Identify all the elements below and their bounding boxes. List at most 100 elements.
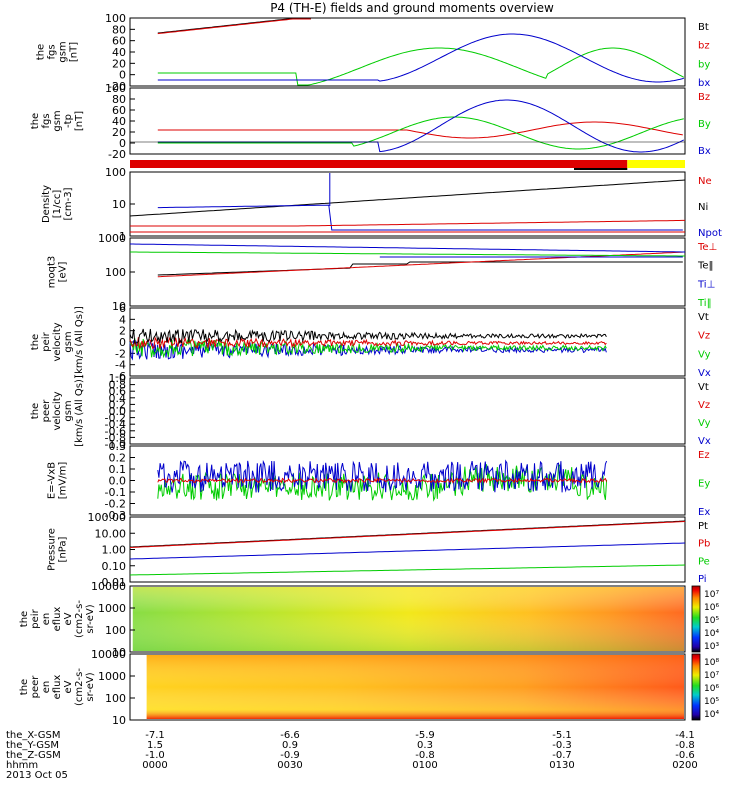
p5-ylabel: the [30, 334, 41, 350]
p8-ytick-label: 0.10 [102, 560, 127, 573]
p2-ytick-label: 60 [112, 104, 126, 117]
footer-value: 0000 [142, 760, 167, 771]
p2-series-by [157, 116, 684, 150]
p1-legend-Bt: Bt [698, 22, 709, 33]
p2-ytick-label: 40 [112, 115, 126, 128]
p5-ytick-label: 6 [119, 302, 126, 315]
p2-legend-Bz: Bz [698, 92, 710, 103]
p3-legend-Npot: Npot [698, 228, 722, 239]
p10-colorbar [691, 653, 701, 721]
p10-colorbar-label: 10⁴ [704, 710, 719, 720]
p9-frame [129, 585, 686, 653]
p8-series-pe [129, 564, 686, 576]
p7-legend-Ey: Ey [698, 479, 710, 490]
p7-series-ex [157, 459, 608, 493]
p10-ylabel: (cm2-s- [74, 668, 85, 706]
p10-ylabel: peer [30, 675, 41, 699]
p5-series-vz [129, 336, 607, 350]
p2-ylabel: the [30, 113, 41, 129]
p3-legend-Ne: Ne [698, 176, 712, 187]
footer-value: 0200 [672, 760, 697, 771]
footer-row-label: hhmm [6, 760, 38, 771]
p3-legend-Ni: Ni [698, 202, 708, 213]
p1-series-bt-red [157, 18, 311, 35]
p9-colorbar-label: 10⁴ [704, 629, 719, 639]
p8-ytick-label: 10.00 [95, 527, 127, 540]
p1-series-bx [157, 33, 684, 83]
p7-ytick-label: 0.3 [109, 440, 127, 453]
p10-ytick-label: 10 [112, 714, 126, 727]
p2-ylabel: gsm [52, 110, 63, 131]
p8-legend-Pt: Pt [698, 521, 708, 532]
p6-ytick-label: 0.2 [109, 398, 127, 411]
p7-legend-Ez: Ez [698, 450, 710, 461]
p3-ytick-label: 10 [112, 198, 126, 211]
p7-ytick-label: 0.0 [109, 475, 127, 488]
p9-ylabel: eV [63, 612, 74, 625]
p2-legend-By: By [698, 119, 711, 130]
footer-axis-table: the_X-GSM -7.1 -6.6 -5.9 -5.1 -4.1 the_Y-GSM 1.… [6, 730, 698, 781]
footer-value: -7.1 [145, 730, 165, 741]
p2-series-bx [157, 99, 685, 153]
p10-ytick-label: 10000 [91, 648, 126, 661]
p10-ylabel: the [19, 679, 30, 695]
p8-series-pb [129, 521, 686, 548]
p5-legend-Vx: Vx [698, 368, 711, 379]
p8-frame [129, 516, 686, 583]
footer-row-label: the_Z-GSM [6, 750, 61, 761]
p7-ytick-label: 0.2 [109, 452, 127, 465]
p10-ytick-label: 1000 [98, 670, 126, 683]
p7-ytick-label: -0.3 [105, 509, 126, 522]
p5-legend-Vt: Vt [698, 312, 709, 323]
footer-value: -0.8 [675, 740, 695, 751]
p5-ytick-label: -2 [115, 347, 126, 360]
p1-ytick-label: -20 [108, 80, 126, 93]
p6-ytick-label: -1.0 [105, 438, 126, 451]
footer-value: -0.3 [552, 740, 572, 751]
p5-legend-Vy: Vy [698, 349, 711, 360]
p4-series-te-perp [157, 251, 683, 278]
p9-ylabel: en [41, 613, 52, 626]
footer-date: 2013 Oct 05 [6, 770, 68, 781]
p6-ytick-label: 0.4 [109, 392, 127, 405]
p8-ytick-label: 1.00 [102, 544, 127, 557]
p7-legend-Ex: Ex [698, 507, 710, 518]
p10-colorbar-label: 10⁸ [704, 658, 719, 668]
p10-ytick-label: 100 [105, 692, 126, 705]
footer-value: -1.0 [145, 750, 165, 761]
p6-ytick-label: -0.2 [105, 412, 126, 425]
p2-series-bz [157, 121, 683, 139]
p9-colorbar-label: 10⁶ [704, 603, 719, 613]
p6-ytick-label: -0.4 [105, 418, 126, 431]
p8-ytick-label: 100.00 [88, 511, 127, 524]
p5-ytick-label: 0 [119, 336, 126, 349]
p1-ytick-label: 80 [112, 23, 126, 36]
p8-legend-Pi: Pi [698, 574, 707, 585]
p9-ylabel: sr-eV) [85, 604, 96, 633]
p10-ylabel: sr-eV) [85, 672, 96, 701]
p2-ylabel: [nT] [74, 111, 85, 131]
p2-ylabel: -tp [63, 114, 74, 128]
p4-ytick-label: 1000 [98, 232, 126, 245]
p8-series-pi [129, 542, 686, 560]
p6-ylabel: peer [41, 399, 52, 423]
p3-series-npot [157, 204, 683, 231]
p9-ylabel: (cm2-s- [74, 600, 85, 638]
p5-ytick-label: 2 [119, 325, 126, 338]
p1-legend-bz: bz [698, 41, 710, 52]
footer-value: 0130 [549, 760, 574, 771]
p10-frame [129, 653, 686, 721]
p4-ytick-label: 100 [105, 266, 126, 279]
p6-ytick-label: -0.6 [105, 425, 126, 438]
p9-ytick-label: 100 [105, 624, 126, 637]
p8-ylabel: [nPa] [58, 536, 69, 562]
p5-ylabel: peir [41, 331, 52, 351]
footer-value: 1.5 [147, 740, 163, 751]
p10-colorbar-label: 10⁵ [704, 697, 719, 707]
p9-heatmap-shade [132, 587, 684, 651]
p3-ytick-label: 100 [105, 166, 126, 179]
p10-heatmap-shade [146, 655, 684, 719]
p6-ylabel: [km/s (All Qs)] [74, 375, 85, 447]
bar-segment-red [130, 160, 628, 168]
p6-ylabel: the [30, 403, 41, 419]
